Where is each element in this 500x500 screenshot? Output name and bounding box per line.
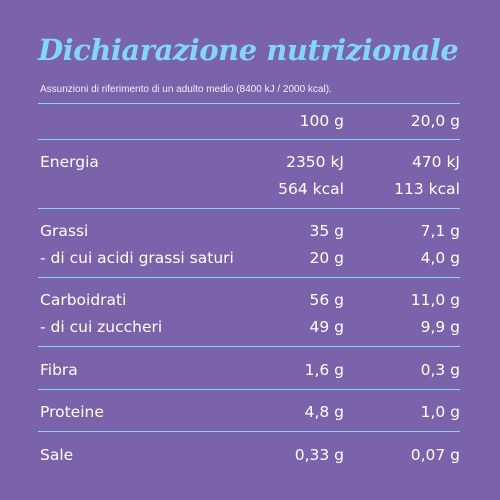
row-label-carbohydrates: Carboidrati: [40, 291, 127, 309]
divider-carbohydrates: [38, 346, 460, 347]
divider-protein: [38, 431, 460, 432]
row-value-salt-100g: 0,33 g: [294, 446, 344, 464]
row-label-energy: Energia: [40, 153, 99, 171]
row-value-salt-portion: 0,07 g: [410, 446, 460, 464]
row-value-energy-kcal-100g: 564 kcal: [278, 180, 344, 198]
row-value-fibre-100g: 1,6 g: [304, 361, 344, 379]
header-per-100g: 100 g: [299, 112, 344, 130]
divider-fat: [38, 277, 460, 278]
row-value-fat-100g: 35 g: [309, 222, 345, 240]
row-value-energy-kj-100g: 2350 kJ: [286, 153, 344, 171]
row-value-energy-kcal-portion: 113 kcal: [394, 180, 460, 198]
row-label-protein: Proteine: [40, 403, 104, 421]
row-value-saturated-fat-portion: 4,0 g: [420, 249, 460, 267]
row-label-fat: Grassi: [40, 222, 89, 240]
row-label-fibre: Fibra: [40, 361, 78, 379]
row-value-sugars-100g: 49 g: [309, 318, 345, 336]
row-value-fat-portion: 7,1 g: [420, 222, 460, 240]
row-label-saturated-fat: - di cui acidi grassi saturi: [40, 249, 234, 267]
header-per-portion: 20,0 g: [410, 112, 460, 130]
divider-header: [38, 139, 460, 140]
row-label-sugars: - di cui zuccheri: [40, 318, 163, 336]
divider-energy: [38, 208, 460, 209]
reference-intake-note: Assunzioni di riferimento di un adulto m…: [40, 84, 332, 95]
row-value-carbohydrates-100g: 56 g: [309, 291, 345, 309]
row-value-fibre-portion: 0,3 g: [420, 361, 460, 379]
row-value-sugars-portion: 9,9 g: [420, 318, 460, 336]
row-value-protein-portion: 1,0 g: [420, 403, 460, 421]
row-value-carbohydrates-portion: 11,0 g: [410, 291, 460, 309]
page-title: Dichiarazione nutrizionale: [38, 33, 459, 67]
row-value-protein-100g: 4,8 g: [304, 403, 344, 421]
divider-fibre: [38, 389, 460, 390]
row-value-energy-kj-portion: 470 kJ: [411, 153, 460, 171]
divider-top: [38, 103, 460, 104]
row-label-salt: Sale: [40, 446, 74, 464]
row-value-saturated-fat-100g: 20 g: [309, 249, 345, 267]
